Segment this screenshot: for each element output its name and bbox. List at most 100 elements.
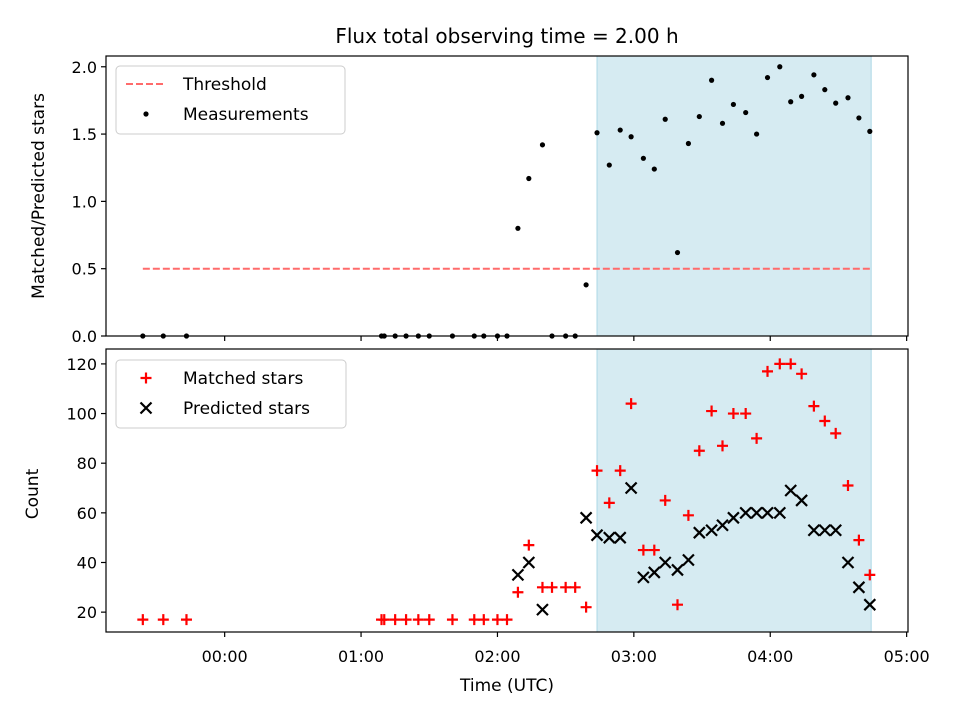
bottom-predicted-star-point bbox=[693, 526, 706, 539]
bottom-matched-star-point bbox=[740, 408, 752, 420]
bottom-predicted-star-point bbox=[750, 506, 763, 520]
bottom-x-tick-label: 02:00 bbox=[474, 647, 520, 666]
bottom-matched-star-point bbox=[512, 586, 524, 598]
bottom-predicted-star-point bbox=[795, 494, 808, 507]
bottom-predicted-star-point bbox=[522, 556, 536, 569]
bottom-matched-star-point bbox=[659, 494, 671, 506]
bottom-matched-star-point bbox=[762, 365, 774, 377]
bottom-predicted-star-point bbox=[818, 523, 832, 537]
top-measurement-point bbox=[617, 127, 623, 133]
top-measurement-point bbox=[719, 120, 726, 126]
top-measurement-point bbox=[856, 115, 862, 121]
top-legend: Threshold Measurements bbox=[115, 65, 346, 135]
bottom-matched-star-point bbox=[864, 569, 876, 581]
bottom-predicted-star-point bbox=[590, 528, 604, 542]
bottom-matched-star-point bbox=[501, 614, 513, 626]
bottom-matched-star-point bbox=[808, 400, 820, 412]
bottom-predicted-star-point bbox=[648, 566, 661, 579]
bottom-matched-star-point bbox=[478, 614, 490, 626]
bottom-plot-area: 20 40 60 80 100 120 00:00 01:00 02:00 03:00 04:00 0… bbox=[66, 348, 930, 666]
bottom-predicted-star-point bbox=[841, 556, 855, 569]
top-measurement-point bbox=[811, 72, 817, 78]
bottom-predicted-star-point bbox=[716, 518, 729, 532]
bottom-matched-star-point bbox=[785, 358, 797, 370]
top-measurement-point bbox=[628, 134, 634, 140]
bottom-matched-star-point bbox=[614, 465, 626, 477]
top-legend-label: Measurements bbox=[183, 105, 309, 125]
top-measurement-point bbox=[754, 131, 760, 137]
bottom-matched-star-point bbox=[536, 581, 548, 593]
bottom-matched-star-point bbox=[180, 614, 192, 626]
bottom-predicted-star-point bbox=[807, 523, 821, 537]
bottom-matched-star-point bbox=[560, 581, 572, 593]
bottom-matched-star-point bbox=[591, 465, 603, 477]
x-axis-label: Time (UTC) bbox=[459, 676, 554, 696]
bottom-matched-star-point bbox=[378, 614, 390, 626]
bottom-legend-label: Matched stars bbox=[183, 369, 303, 389]
bottom-matched-star-point bbox=[671, 599, 683, 611]
top-measurement-point bbox=[594, 130, 600, 136]
top-measurement-point bbox=[674, 249, 681, 256]
top-measurement-point bbox=[777, 64, 783, 70]
bottom-matched-star-point bbox=[446, 614, 458, 626]
top-measurement-point bbox=[867, 128, 873, 134]
bottom-predicted-star-point bbox=[511, 568, 525, 582]
bottom-matched-star-point bbox=[774, 358, 786, 370]
bottom-predicted-star-point bbox=[773, 506, 787, 520]
bottom-matched-star-point bbox=[569, 581, 581, 593]
bottom-predicted-star-point bbox=[613, 531, 627, 544]
top-legend-box bbox=[115, 65, 346, 135]
bottom-y-tick-label: 80 bbox=[77, 454, 97, 473]
bottom-predicted-star-point bbox=[536, 603, 549, 616]
top-legend-measurement-swatch bbox=[143, 111, 149, 117]
top-y-tick-label: 2.0 bbox=[72, 58, 97, 77]
bottom-predicted-star-point bbox=[671, 563, 684, 577]
bottom-predicted-star-point bbox=[863, 598, 877, 611]
bottom-matched-star-point bbox=[389, 614, 401, 626]
bottom-x-tick-label: 04:00 bbox=[747, 647, 793, 666]
bottom-matched-star-point bbox=[830, 427, 842, 439]
bottom-axes-frame bbox=[105, 348, 909, 633]
top-measurement-point bbox=[799, 93, 805, 99]
bottom-y-tick-label: 100 bbox=[66, 405, 97, 424]
top-measurement-point bbox=[743, 109, 749, 116]
bottom-predicted-star-point bbox=[682, 553, 695, 567]
top-chart-title: Flux total observing time = 2.00 h bbox=[335, 24, 678, 48]
bottom-matched-star-point bbox=[648, 544, 660, 556]
bottom-matched-star-point bbox=[751, 432, 763, 444]
bottom-legend-box bbox=[115, 359, 347, 429]
bottom-matched-star-point bbox=[603, 497, 615, 509]
bottom-predicted-star-point bbox=[579, 511, 593, 525]
bottom-matched-star-point bbox=[491, 614, 503, 626]
top-measurement-point bbox=[708, 77, 715, 83]
bottom-predicted-star-point bbox=[727, 511, 740, 525]
top-measurement-point bbox=[640, 155, 646, 161]
top-measurement-point bbox=[515, 225, 521, 231]
bottom-matched-star-point bbox=[412, 614, 424, 626]
bottom-y-tick-label: 40 bbox=[77, 553, 97, 572]
bottom-matched-star-point bbox=[682, 509, 694, 521]
top-measurement-point bbox=[788, 99, 794, 105]
bottom-predicted-star-point bbox=[658, 556, 672, 569]
bottom-x-tick-label: 05:00 bbox=[884, 647, 930, 666]
top-y-axis-label: Matched/Predicted stars bbox=[29, 93, 49, 299]
bottom-matched-star-point bbox=[137, 614, 149, 626]
bottom-matched-star-point bbox=[796, 368, 808, 380]
top-measurement-point bbox=[822, 87, 828, 93]
bottom-matched-star-point bbox=[727, 408, 739, 420]
bottom-predicted-star-point bbox=[852, 581, 866, 594]
top-measurement-point bbox=[583, 282, 589, 288]
top-measurement-point bbox=[685, 140, 692, 147]
bottom-x-tick-label: 01:00 bbox=[338, 647, 384, 666]
top-measurement-point bbox=[662, 116, 668, 122]
bottom-predicted-star-point bbox=[624, 481, 638, 495]
bottom-predicted-star-point bbox=[705, 523, 718, 537]
bottom-predicted-star-point bbox=[761, 506, 774, 520]
top-y-tick-label: 1.5 bbox=[72, 125, 97, 144]
top-measurement-point bbox=[833, 100, 839, 106]
bottom-matched-star-point bbox=[400, 614, 412, 626]
top-plot-area: 0.0 0.5 1.0 1.5 2.0 bbox=[72, 55, 909, 346]
top-measurement-point bbox=[651, 166, 657, 172]
bottom-legend-matched-swatch bbox=[140, 372, 152, 384]
